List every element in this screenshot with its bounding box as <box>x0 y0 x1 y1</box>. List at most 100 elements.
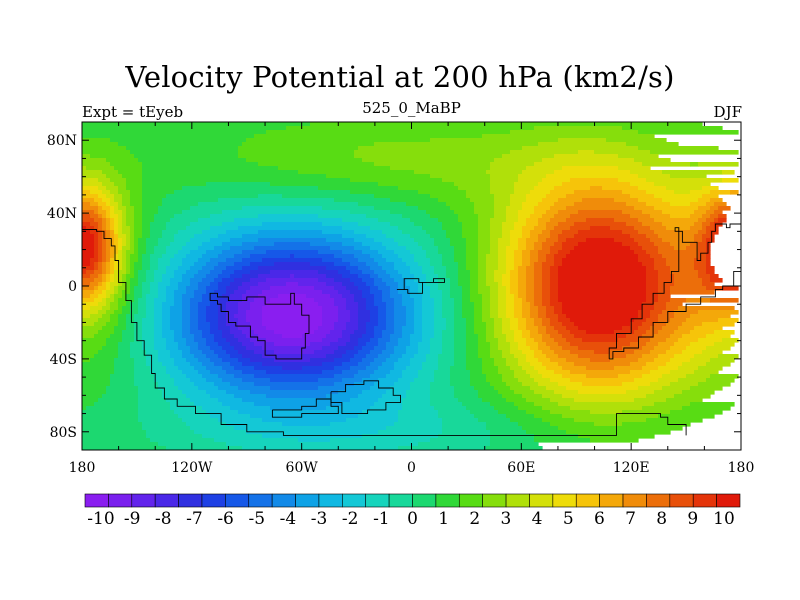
field-cell <box>710 374 739 379</box>
colorbar-label: -5 <box>248 509 265 529</box>
field-cell <box>362 290 371 295</box>
field-cell <box>486 170 523 175</box>
field-cell <box>642 246 659 251</box>
field-cell <box>654 182 711 187</box>
field-cell <box>530 190 551 195</box>
field-cell <box>130 242 135 247</box>
field-cell <box>470 374 487 379</box>
field-cell <box>622 382 651 387</box>
field-cell <box>494 214 507 219</box>
field-cell <box>134 366 151 371</box>
field-cell <box>382 330 395 335</box>
field-cell <box>242 354 263 359</box>
field-cell <box>110 318 119 323</box>
field-cell <box>118 270 127 275</box>
field-cell <box>710 274 719 279</box>
field-cell <box>686 346 707 351</box>
field-cell <box>202 362 215 367</box>
field-cell <box>498 302 507 307</box>
field-cell <box>522 302 531 307</box>
field-cell <box>486 278 495 283</box>
field-cell <box>454 322 467 327</box>
field-cell <box>178 282 191 287</box>
field-cell <box>126 326 135 331</box>
field-cell <box>102 394 139 399</box>
field-cell <box>554 258 563 263</box>
field-cell <box>186 342 199 347</box>
field-cell <box>474 310 483 315</box>
field-cell <box>82 426 143 431</box>
x-tick-label: 120E <box>613 460 650 476</box>
field-cell <box>502 374 515 379</box>
field-cell <box>490 306 499 311</box>
field-cell <box>170 310 183 315</box>
field-cell <box>670 290 715 295</box>
field-cell <box>518 422 551 427</box>
field-cell <box>646 190 675 195</box>
field-cell <box>534 242 543 247</box>
field-cell <box>102 170 119 175</box>
field-cell <box>142 262 151 267</box>
field-cell <box>82 214 91 219</box>
field-cell <box>398 254 415 259</box>
field-cell <box>478 218 491 223</box>
field-cell <box>406 202 447 207</box>
colorbar-label: 7 <box>625 509 636 529</box>
field-cell <box>566 314 639 319</box>
field-cell <box>482 366 499 371</box>
field-cell <box>462 222 479 227</box>
field-cell <box>170 354 183 359</box>
field-cell <box>402 354 415 359</box>
field-cell <box>134 270 139 275</box>
field-cell <box>342 362 359 367</box>
field-cell <box>134 362 147 367</box>
field-cell <box>138 242 147 247</box>
field-cell <box>458 278 471 283</box>
field-cell <box>486 266 499 271</box>
field-cell <box>550 422 595 427</box>
field-cell <box>542 266 551 271</box>
field-cell <box>698 310 739 315</box>
field-cell <box>574 222 627 227</box>
field-cell <box>506 270 511 275</box>
field-cell <box>122 274 127 279</box>
field-cell <box>366 366 379 371</box>
field-cell <box>478 394 503 399</box>
field-cell <box>162 394 187 399</box>
field-cell <box>130 238 135 243</box>
field-cell <box>550 322 563 327</box>
field-cell <box>430 294 443 299</box>
field-cell <box>510 274 519 279</box>
field-cell <box>134 298 139 303</box>
field-cell <box>146 430 195 435</box>
field-cell <box>550 246 563 251</box>
field-cell <box>490 246 499 251</box>
field-cell <box>134 226 143 231</box>
field-cell <box>706 254 711 259</box>
field-cell <box>242 266 259 271</box>
field-cell <box>82 122 311 127</box>
field-cell <box>246 310 263 315</box>
field-cell <box>378 314 387 319</box>
field-cell <box>514 330 523 335</box>
field-cell <box>466 354 479 359</box>
field-cell <box>662 210 695 215</box>
field-cell <box>82 154 91 159</box>
field-cell <box>650 338 667 343</box>
field-cell <box>442 342 455 347</box>
field-cell <box>270 270 319 275</box>
field-cell <box>426 354 439 359</box>
field-cell <box>498 238 511 243</box>
field-cell <box>206 354 219 359</box>
field-cell <box>234 262 251 267</box>
field-cell <box>682 362 707 367</box>
field-cell <box>426 358 439 363</box>
field-cell <box>642 222 663 227</box>
season-label: DJF <box>713 103 742 121</box>
field-cell <box>326 266 347 271</box>
colorbar-label: 10 <box>713 509 735 529</box>
field-cell <box>402 294 411 299</box>
field-cell <box>102 298 107 303</box>
field-cell <box>310 342 331 347</box>
field-cell <box>82 202 91 207</box>
